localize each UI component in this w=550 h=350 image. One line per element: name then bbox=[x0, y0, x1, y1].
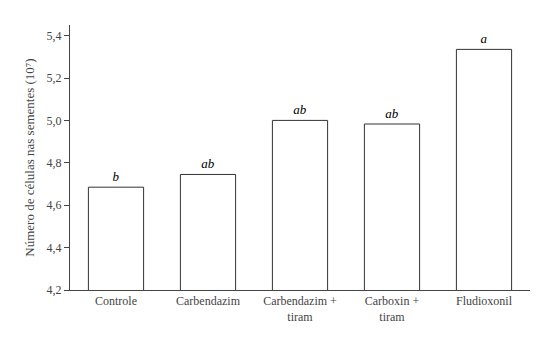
svg-text:Número de células nas sementes: Número de células nas sementes (10⁷) bbox=[22, 58, 37, 256]
svg-text:5,2: 5,2 bbox=[47, 71, 62, 85]
svg-text:4,8: 4,8 bbox=[47, 156, 62, 170]
svg-text:Carbendazim: Carbendazim bbox=[176, 294, 241, 308]
svg-text:5,4: 5,4 bbox=[47, 29, 62, 43]
svg-text:5,0: 5,0 bbox=[47, 114, 62, 128]
svg-text:Carboxin +tiram: Carboxin +tiram bbox=[365, 294, 420, 324]
svg-text:4,6: 4,6 bbox=[47, 198, 62, 212]
svg-text:ab: ab bbox=[201, 156, 215, 171]
svg-text:ab: ab bbox=[385, 106, 399, 121]
svg-text:b: b bbox=[113, 169, 120, 184]
svg-text:a: a bbox=[481, 31, 488, 46]
svg-text:4,2: 4,2 bbox=[47, 283, 62, 297]
svg-text:4,4: 4,4 bbox=[47, 241, 62, 255]
svg-text:Controle: Controle bbox=[95, 294, 137, 308]
svg-text:ab: ab bbox=[293, 102, 307, 117]
svg-text:Carbendazim +tiram: Carbendazim +tiram bbox=[263, 294, 337, 324]
svg-text:Fludioxonil: Fludioxonil bbox=[456, 294, 513, 308]
